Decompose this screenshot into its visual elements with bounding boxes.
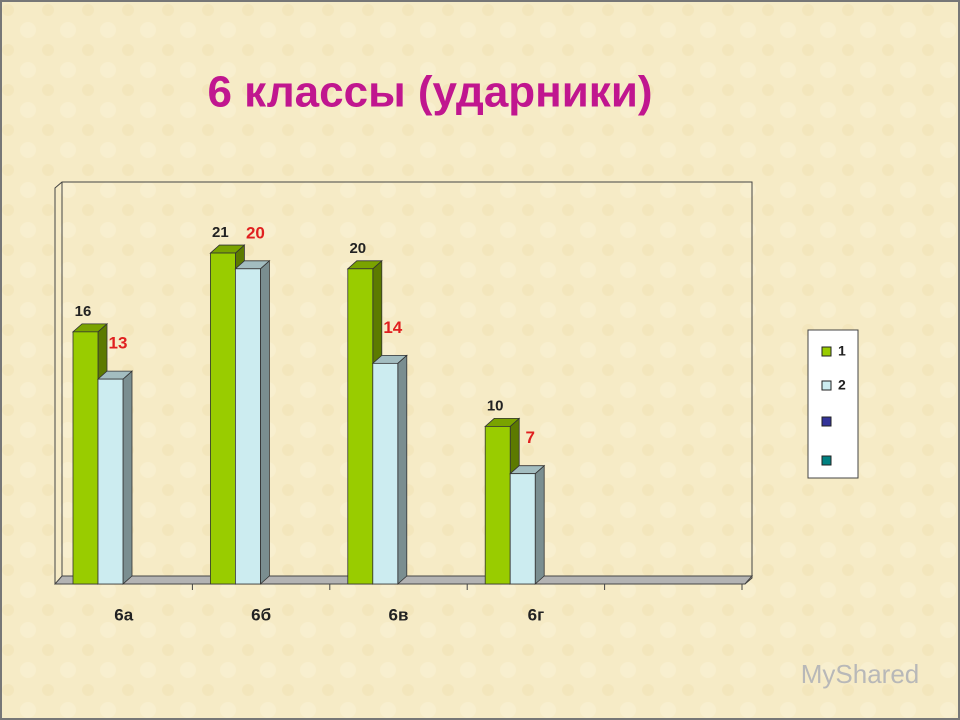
data-label: 21 [212, 224, 229, 241]
data-label: 20 [246, 223, 265, 242]
legend [807, 329, 859, 479]
legend-swatch [821, 346, 832, 357]
bar [372, 362, 399, 585]
bar-side [397, 354, 408, 585]
data-label: 7 [525, 428, 534, 447]
data-label: 20 [349, 240, 366, 257]
legend-swatch [821, 416, 832, 427]
bar-side [122, 370, 133, 585]
data-label: 13 [109, 334, 128, 353]
bar-side [259, 259, 270, 585]
x-tick-label: 6б [251, 605, 271, 624]
bar [97, 378, 124, 585]
bar [509, 473, 536, 585]
data-label: 10 [487, 397, 504, 414]
chart-title: 6 классы (ударники) [207, 68, 652, 117]
x-tick-label: 6в [389, 605, 409, 624]
bar [234, 268, 261, 585]
bar [72, 331, 99, 585]
legend-swatch [821, 380, 832, 391]
watermark: MyShared [801, 659, 920, 689]
data-label: 16 [75, 303, 92, 320]
x-tick-label: 6а [114, 605, 133, 624]
bar [347, 268, 374, 585]
x-tick-label: 6г [528, 605, 545, 624]
data-label: 14 [383, 318, 402, 337]
legend-label: 1 [838, 343, 846, 359]
bar-side [534, 464, 545, 585]
bar [209, 252, 236, 585]
legend-swatch [821, 455, 832, 466]
legend-label: 2 [838, 377, 846, 393]
bar [484, 425, 511, 585]
